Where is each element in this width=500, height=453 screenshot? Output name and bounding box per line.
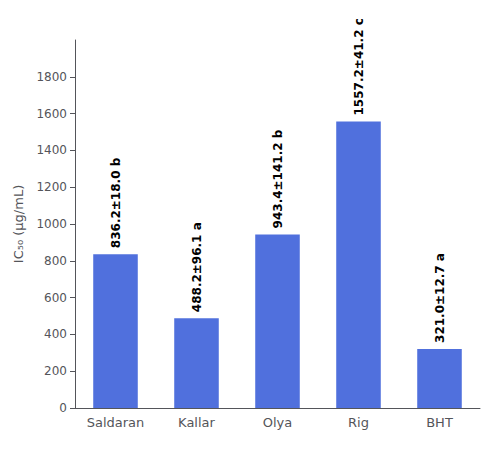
svg-text:0: 0 <box>59 401 67 415</box>
svg-text:BHT: BHT <box>426 415 453 430</box>
svg-text:321.0±12.7 a: 321.0±12.7 a <box>433 253 447 343</box>
svg-text:200: 200 <box>44 364 67 378</box>
svg-text:IC₅₀ (μg/mL): IC₅₀ (μg/mL) <box>11 185 26 263</box>
svg-text:1200: 1200 <box>36 180 67 194</box>
svg-text:600: 600 <box>44 291 67 305</box>
svg-text:836.2±18.0 b: 836.2±18.0 b <box>109 157 123 248</box>
svg-text:1400: 1400 <box>36 143 67 157</box>
svg-text:1000: 1000 <box>36 217 67 231</box>
svg-text:Saldaran: Saldaran <box>87 415 145 430</box>
svg-text:Olya: Olya <box>263 415 293 430</box>
svg-text:1600: 1600 <box>36 107 67 121</box>
svg-text:1557.2±41.2 c: 1557.2±41.2 c <box>352 18 366 115</box>
svg-text:488.2±96.1 a: 488.2±96.1 a <box>190 222 204 312</box>
svg-text:400: 400 <box>44 327 67 341</box>
svg-text:800: 800 <box>44 254 67 268</box>
svg-text:Rig: Rig <box>348 415 369 430</box>
svg-text:Kallar: Kallar <box>178 415 215 430</box>
svg-text:943.4±141.2 b: 943.4±141.2 b <box>271 129 285 228</box>
svg-text:1800: 1800 <box>36 70 67 84</box>
